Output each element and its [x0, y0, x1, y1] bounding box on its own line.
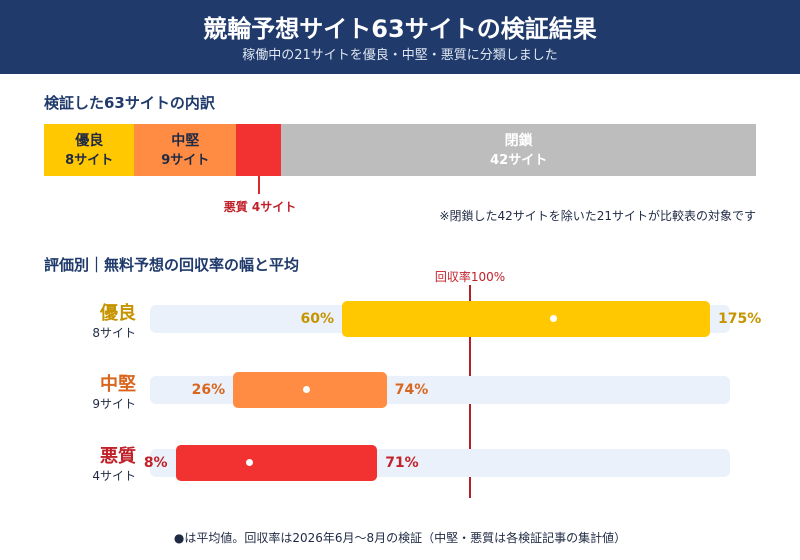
segment-malicious [236, 124, 282, 176]
segment-middle: 中堅 9サイト [134, 124, 237, 176]
category-count-malicious: 4サイト [92, 469, 136, 483]
segment-excellent: 優良 8サイト [44, 124, 135, 176]
category-label-middle: 中堅 [100, 374, 136, 395]
segment-closed: 閉鎖 42サイト [281, 124, 756, 176]
category-count-excellent: 8サイト [92, 326, 136, 340]
average-dot-excellent [549, 315, 557, 322]
min-label-excellent: 60% [300, 311, 334, 327]
malicious-callout-label: 悪質 4サイト [223, 200, 297, 214]
range-bar-malicious [175, 445, 378, 481]
category-label-malicious: 悪質 [100, 446, 136, 467]
header-banner: 競輪予想サイト63サイトの検証結果 稼働中の21サイトを優良・中堅・悪質に分類し… [0, 0, 800, 74]
segment-middle-label: 中堅 [171, 133, 200, 149]
segment-closed-count: 42サイト [490, 153, 548, 168]
segment-excellent-count: 8サイト [65, 153, 114, 168]
min-label-malicious: 8% [143, 455, 168, 471]
average-dot-middle [303, 386, 311, 393]
segment-excellent-label: 優良 [75, 133, 104, 149]
footnote: ●は平均値。回収率は2026年6月〜8月の検証（中堅・悪質は各検証記事の集計値） [173, 531, 627, 545]
category-label-excellent: 優良 [100, 303, 136, 324]
segment-closed-label: 閉鎖 [504, 133, 533, 149]
breakdown-title: 検証した63サイトの内訳 [44, 94, 215, 112]
range-bar-middle [233, 372, 387, 408]
page-title: 競輪予想サイト63サイトの検証結果 [203, 15, 597, 43]
max-label-excellent: 175% [718, 311, 762, 327]
segment-middle-count: 9サイト [161, 153, 210, 168]
page-subtitle: 稼働中の21サイトを優良・中堅・悪質に分類しました [242, 48, 558, 63]
min-label-middle: 26% [191, 382, 226, 398]
max-label-middle: 74% [394, 382, 429, 398]
range-bar-excellent [342, 301, 710, 337]
max-label-malicious: 71% [385, 455, 419, 471]
chart-title: 評価別｜無料予想の回収率の幅と平均 [44, 256, 300, 274]
breakdown-note: ※閉鎖した42サイトを除いた21サイトが比較表の対象です [439, 209, 756, 223]
malicious-callout-line [258, 176, 260, 194]
average-dot-malicious [245, 459, 253, 466]
reference-line-label: 回収率100% [434, 270, 506, 284]
category-count-middle: 9サイト [92, 397, 136, 411]
